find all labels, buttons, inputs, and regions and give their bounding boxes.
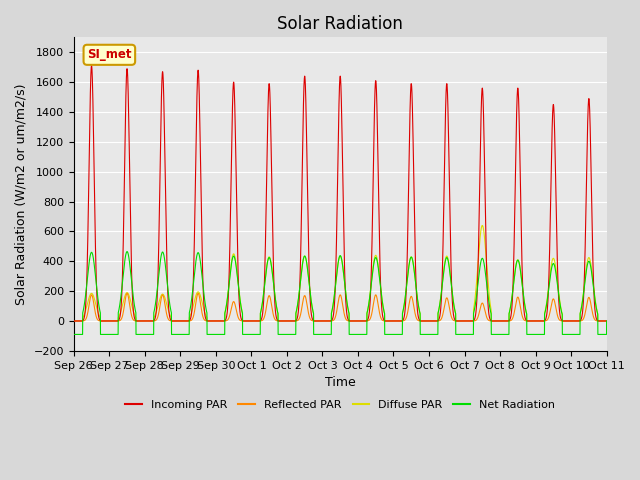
Text: SI_met: SI_met	[87, 48, 132, 61]
Legend: Incoming PAR, Reflected PAR, Diffuse PAR, Net Radiation: Incoming PAR, Reflected PAR, Diffuse PAR…	[121, 396, 559, 414]
Title: Solar Radiation: Solar Radiation	[277, 15, 403, 33]
Y-axis label: Solar Radiation (W/m2 or um/m2/s): Solar Radiation (W/m2 or um/m2/s)	[15, 84, 28, 305]
X-axis label: Time: Time	[325, 376, 356, 389]
